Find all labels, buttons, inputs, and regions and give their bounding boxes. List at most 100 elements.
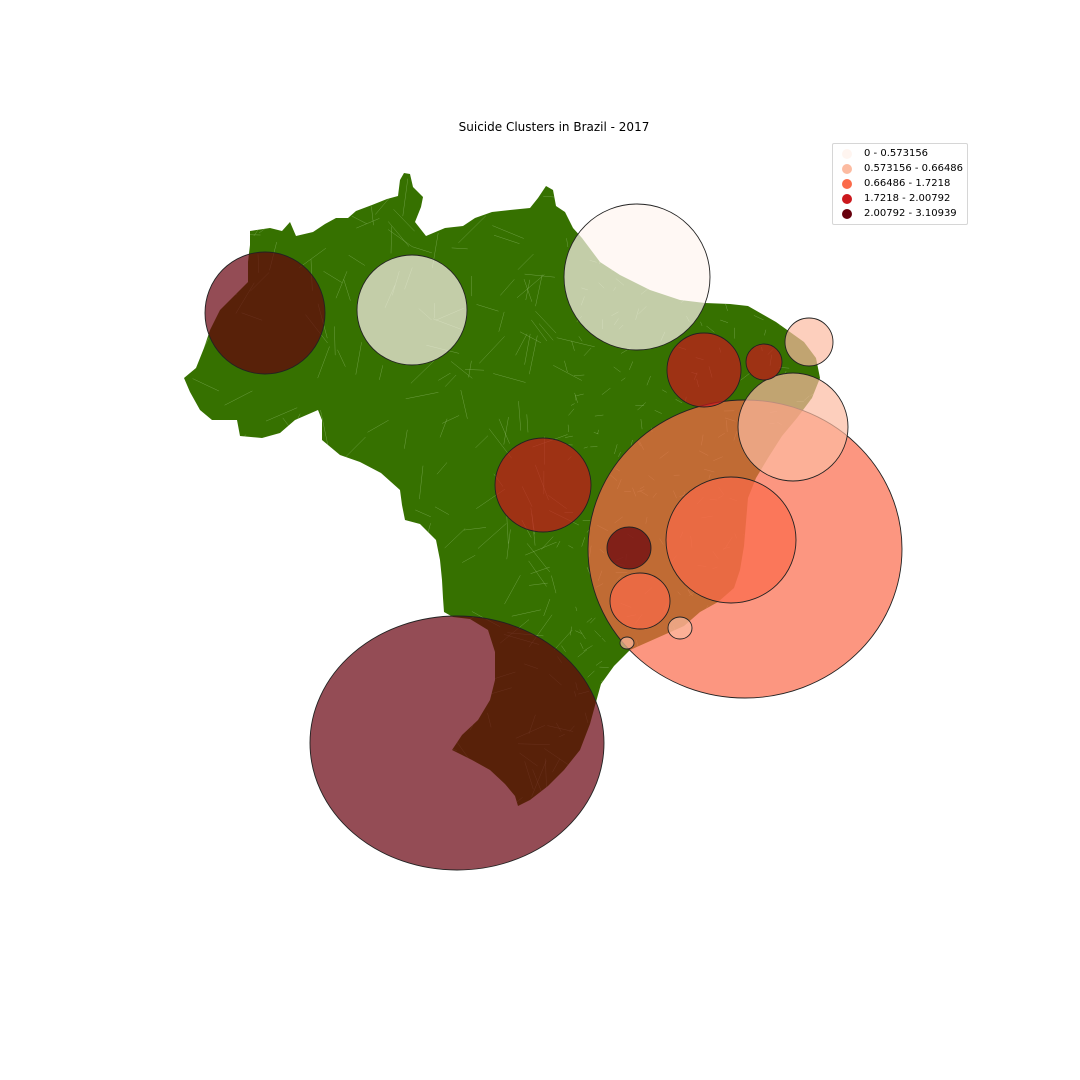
municipal-border-line [765,203,769,210]
legend-item: 0.66486 - 1.7218 [833,176,967,191]
municipal-border-line [724,759,728,765]
municipal-border-line [577,649,588,658]
municipal-border-line [803,734,813,736]
municipal-border-line [258,218,287,229]
municipal-border-line [594,630,601,638]
municipal-border-line [387,229,413,248]
municipal-border-line [575,630,582,634]
municipal-border-line [218,200,246,217]
legend-item: 1.7218 - 2.00792 [833,191,967,206]
municipal-border-line [503,416,509,445]
municipal-border-line [405,392,439,400]
municipal-border-line [364,567,394,594]
municipal-border-line [476,304,499,312]
municipal-border-line [671,686,677,698]
municipal-border-line [410,359,436,384]
municipal-border-line [780,708,786,719]
municipal-border-line [493,234,520,244]
municipal-border-line [290,571,316,582]
municipal-border-line [204,760,237,767]
municipal-border-line [497,178,515,186]
municipal-border-line [222,184,235,199]
municipal-border-line [257,202,265,224]
municipal-border-line [554,629,573,651]
municipal-border-line [511,609,542,617]
municipal-border-line [645,740,651,744]
municipal-border-line [525,279,531,301]
municipal-border-line [679,176,683,180]
municipal-border-line [232,734,261,761]
municipal-border-line [184,800,198,806]
municipal-border-line [197,686,209,705]
municipal-border-line [628,749,631,757]
municipal-border-line [264,662,273,700]
municipal-border-line [769,799,775,801]
municipal-border-line [809,295,817,302]
municipal-border-line [263,734,299,755]
municipal-border-line [500,279,515,296]
municipal-border-line [645,174,650,176]
municipal-border-line [578,336,583,342]
municipal-border-line [704,724,711,736]
municipal-border-line [778,773,783,777]
municipal-border-line [770,177,777,185]
municipal-border-line [751,272,756,285]
municipal-border-line [248,487,261,511]
municipal-border-line [462,555,476,563]
municipal-border-line [402,178,409,217]
municipal-border-line [259,690,275,712]
municipal-border-line [498,311,505,332]
municipal-border-line [676,700,683,705]
municipal-border-line [627,699,631,703]
municipal-border-line [572,215,581,218]
municipal-border-line [653,711,661,718]
cluster-bubble [784,317,834,367]
municipal-border-line [301,569,316,583]
municipal-border-line [676,754,680,767]
municipal-border-line [390,226,392,254]
municipal-border-line [722,755,727,766]
municipal-border-line [689,786,694,793]
municipal-border-line [654,410,662,414]
municipal-border-line [656,689,666,697]
municipal-border-line [712,722,717,733]
municipal-border-line [451,247,468,250]
municipal-border-line [321,197,334,210]
municipal-border-line [614,444,618,455]
municipal-border-line [706,325,715,333]
municipal-border-line [199,559,207,598]
municipal-border-line [613,366,621,373]
municipal-border-line [662,389,667,393]
municipal-border-line [746,178,756,184]
municipal-border-line [307,425,311,439]
legend-marker [842,178,852,189]
municipal-border-line [184,682,194,692]
municipal-border-line [784,785,795,793]
municipal-border-line [804,284,807,290]
municipal-border-line [285,789,313,797]
municipal-border-line [801,271,809,279]
municipal-border-line [764,195,768,204]
municipal-border-line [586,567,591,575]
municipal-border-line [621,757,630,761]
municipal-border-line [393,209,415,232]
municipal-border-line [764,329,767,336]
municipal-border-line [517,253,534,270]
cluster-bubble [745,343,783,381]
cluster-bubble [606,526,652,570]
municipal-border-line [645,738,648,746]
municipal-border-line [595,660,603,666]
municipal-border-line [739,709,743,719]
municipal-border-line [506,529,511,560]
municipal-border-line [192,378,220,392]
municipal-border-line [409,527,418,565]
cluster-bubble [309,615,605,871]
municipal-border-line [375,198,389,215]
municipal-border-line [406,611,433,615]
municipal-border-line [643,730,649,735]
municipal-border-line [459,186,494,208]
municipal-border-line [620,377,626,382]
cluster-bubble [666,332,742,408]
municipal-border-line [221,651,230,669]
municipal-border-line [224,233,238,255]
